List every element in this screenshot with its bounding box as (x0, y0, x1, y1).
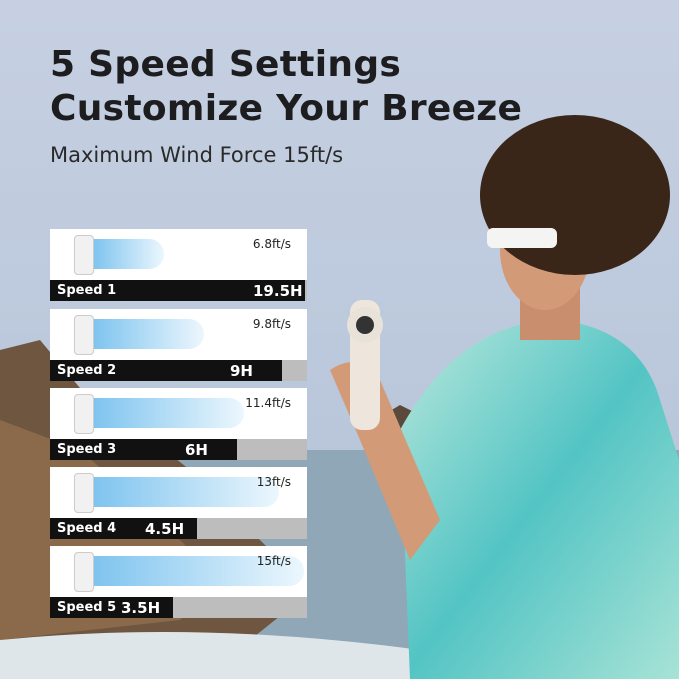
subtitle: Maximum Wind Force 15ft/s (50, 143, 344, 167)
wind-speed: 13ft/s (256, 475, 291, 489)
runtime-bar (50, 518, 197, 539)
fan-icon (74, 235, 94, 275)
speed-card: 15ft/s Speed 5 3.5H (50, 546, 307, 618)
speed-label: Speed 5 (57, 600, 117, 615)
speed-card: 11.4ft/s Speed 3 6H (50, 388, 307, 460)
speed-label: Speed 3 (57, 442, 117, 457)
runtime-bar (50, 360, 282, 381)
fan-icon (74, 315, 94, 355)
speed-label: Speed 4 (57, 521, 117, 536)
speed-label: Speed 1 (57, 283, 117, 298)
wind-speed: 6.8ft/s (252, 237, 291, 251)
runtime-label: 19.5H (253, 282, 303, 300)
wind-graphic (94, 556, 304, 586)
runtime-label: 4.5H (145, 520, 185, 538)
wind-speed: 11.4ft/s (245, 396, 291, 410)
runtime-label: 9H (230, 362, 253, 380)
wind-graphic (94, 239, 164, 269)
wind-speed: 9.8ft/s (252, 317, 291, 331)
runtime-bar (50, 280, 305, 301)
runtime-label: 6H (185, 441, 208, 459)
title: Customize Your Breeze (50, 88, 523, 129)
fan-icon (74, 552, 94, 592)
wind-graphic (94, 398, 244, 428)
speed-card: 13ft/s Speed 4 4.5H (50, 467, 307, 539)
wind-speed: 15ft/s (256, 554, 291, 568)
fan-icon (74, 394, 94, 434)
title: 5 Speed Settings (50, 44, 402, 85)
runtime-label: 3.5H (121, 599, 161, 617)
runtime-bar (50, 439, 237, 460)
wind-graphic (94, 319, 204, 349)
speed-card: 6.8ft/s Speed 1 19.5H (50, 229, 307, 301)
runtime-bar (50, 597, 173, 618)
wind-graphic (94, 477, 279, 507)
fan-icon (74, 473, 94, 513)
speed-label: Speed 2 (57, 363, 117, 378)
speed-card: 9.8ft/s Speed 2 9H (50, 309, 307, 381)
